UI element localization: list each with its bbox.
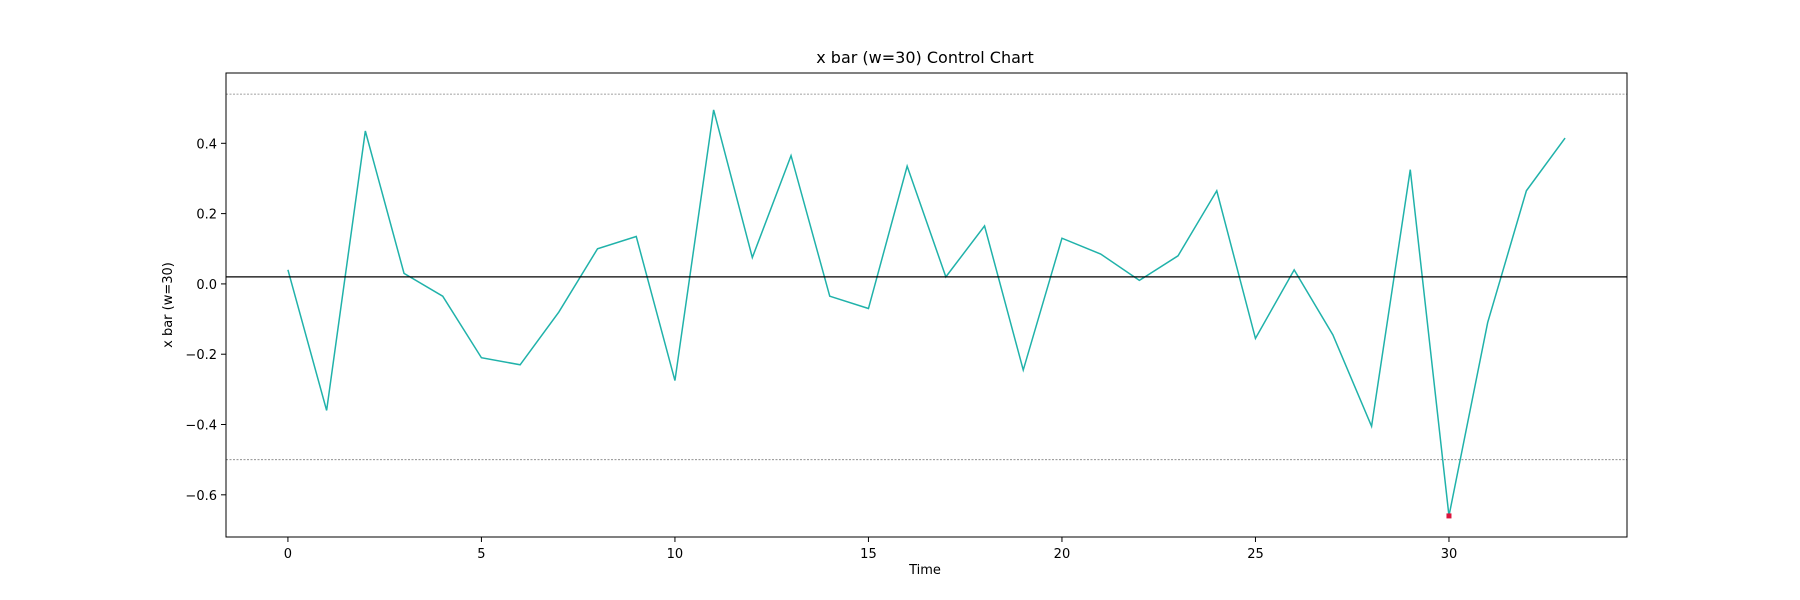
x-tick-label-10: 10 xyxy=(667,547,684,562)
x-tick-label-15: 15 xyxy=(860,547,877,562)
y-tick-label-4: 0.2 xyxy=(196,208,217,223)
y-axis-label: x bar (w=30) xyxy=(161,262,176,348)
series-line-0 xyxy=(287,109,1566,517)
plot-frame xyxy=(225,72,1628,538)
x-tick-label-30: 30 xyxy=(1441,547,1458,562)
x-tick-label-20: 20 xyxy=(1054,547,1071,562)
out-of-control-point-0 xyxy=(1446,513,1452,519)
y-tick-label-1: −0.4 xyxy=(185,419,217,434)
plot-area: 0 5 10 15 20 25 30 −0.6 −0.4 −0.2 0.0 0.2 0.4 xyxy=(185,72,1628,562)
x-tick-label-25: 25 xyxy=(1247,547,1264,562)
x-tick-label-5: 5 xyxy=(477,547,485,562)
y-tick-label-2: −0.2 xyxy=(185,348,217,363)
x-tick-label-0: 0 xyxy=(284,547,292,562)
y-tick-label-0: −0.6 xyxy=(185,489,217,504)
x-axis-label: Time xyxy=(908,563,941,578)
y-tick-label-5: 0.4 xyxy=(196,137,217,152)
chart-title: x bar (w=30) Control Chart xyxy=(816,48,1034,67)
y-tick-label-3: 0.0 xyxy=(196,278,217,293)
